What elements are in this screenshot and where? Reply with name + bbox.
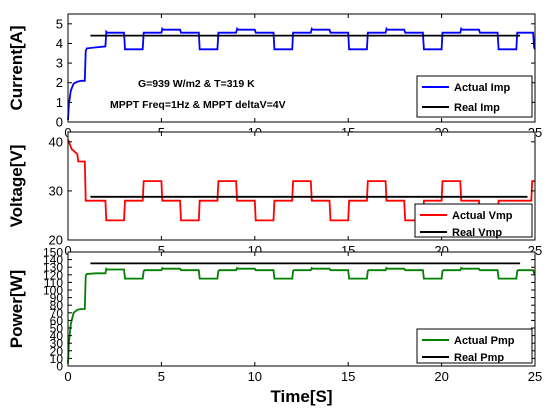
x-tick-label: 0 xyxy=(64,243,71,258)
annotation-text: MPPT Freq=1Hz & MPPT deltaV=4V xyxy=(110,99,286,111)
plot-frame xyxy=(67,251,536,367)
chart-panel-1: 0510152025012345Current[A]G=939 W/m2 & T… xyxy=(7,13,542,140)
legend-entry: Real Pmp xyxy=(454,352,504,364)
y-tick-label: 20 xyxy=(50,344,64,358)
y-tick-label: 120 xyxy=(43,268,63,282)
y-tick-label: 40 xyxy=(50,329,64,343)
y-tick-label: 5 xyxy=(56,16,63,31)
y-tick-label: 2 xyxy=(56,75,63,90)
y-tick-label: 20 xyxy=(49,233,63,248)
y-tick-label: 4 xyxy=(56,36,63,51)
y-tick-label: 50 xyxy=(50,322,64,336)
legend-entry: Actual Pmp xyxy=(454,335,515,347)
series-line-actual-pmp xyxy=(67,266,536,364)
y-tick-label: 0 xyxy=(56,115,63,130)
y-tick-label: 70 xyxy=(50,306,64,320)
y-tick-label: 140 xyxy=(43,253,63,267)
series-line-actual-imp xyxy=(67,26,536,121)
y-tick-label: 40 xyxy=(49,134,63,149)
legend: Actual Pmp Real Pmp xyxy=(416,328,533,364)
y-tick-label: 130 xyxy=(43,261,63,275)
y-tick-label: 110 xyxy=(44,276,63,290)
y-axis-label: Voltage[V] xyxy=(7,145,26,228)
legend: Actual Imp Real Imp xyxy=(416,75,533,118)
legend: Actual Vmp Real Vmp xyxy=(414,203,533,239)
x-tick-label: 10 xyxy=(248,369,262,384)
y-tick-label: 10 xyxy=(50,352,64,366)
y-axis-label: Current[A] xyxy=(7,26,26,111)
y-tick-label: 30 xyxy=(49,183,63,198)
y-tick-label: 3 xyxy=(56,56,63,71)
y-tick-label: 1 xyxy=(56,95,63,110)
y-tick-label: 80 xyxy=(50,299,64,313)
y-tick-label: 60 xyxy=(50,314,64,328)
legend-entry: Real Vmp xyxy=(452,227,502,239)
x-tick-label: 5 xyxy=(158,369,165,384)
chart-panel-3: 0 5 10 15 20 25010203040506070809010011012013… xyxy=(7,246,542,407)
y-tick-label: 90 xyxy=(50,291,64,305)
y-axis-label: Power[W] xyxy=(7,270,26,348)
y-tick-label: 0 xyxy=(56,360,63,374)
legend-box xyxy=(416,75,533,118)
y-tick-label: 100 xyxy=(43,284,63,298)
plot-frame xyxy=(67,131,536,241)
y-tick-label: 150 xyxy=(43,246,63,260)
x-tick-label: 20 xyxy=(434,369,448,384)
plot-frame xyxy=(67,13,536,123)
x-tick-label: 25 xyxy=(528,369,542,384)
series-line-actual-vmp xyxy=(67,139,535,222)
x-tick-label: 5 xyxy=(158,243,165,258)
x-tick-label: 15 xyxy=(341,369,355,384)
x-tick-label: 0 xyxy=(64,369,71,384)
legend-entry: Actual Vmp xyxy=(452,210,513,222)
annotation-text: G=939 W/m2 & T=319 K xyxy=(138,78,255,90)
x-axis-label: Time[S] xyxy=(270,387,332,406)
legend-entry: Actual Imp xyxy=(454,82,511,94)
legend-entry: Real Imp xyxy=(454,102,500,114)
y-tick-label: 30 xyxy=(50,337,64,351)
